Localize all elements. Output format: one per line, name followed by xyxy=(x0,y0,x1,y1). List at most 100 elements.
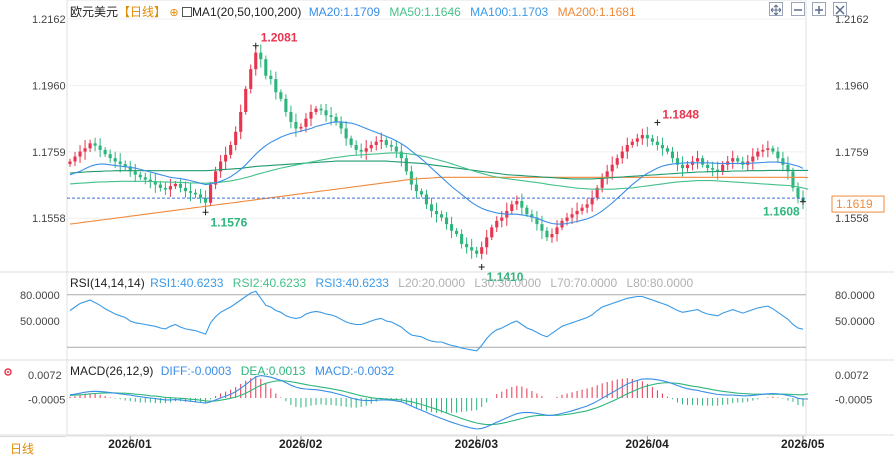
candle-body xyxy=(555,227,559,235)
ma200-value: MA200:1.1681 xyxy=(557,5,636,19)
extreme-label: 1.1848 xyxy=(662,108,699,122)
candle-body xyxy=(68,161,72,165)
candle-body xyxy=(319,108,323,111)
candle-body xyxy=(289,112,293,122)
candle-body xyxy=(490,227,494,238)
candle-body xyxy=(580,207,584,211)
candle-body xyxy=(520,201,524,208)
macd-header: MACD(26,12,9) DIFF:-0.0003 DEA:0.0013 MA… xyxy=(70,364,394,378)
candle-body xyxy=(645,135,649,139)
candle-body xyxy=(721,164,725,172)
period-tab-label: 日线 xyxy=(10,442,35,456)
ma-label: MA1(20,50,100,200) xyxy=(191,5,302,19)
indicator-settings-icon[interactable] xyxy=(3,364,13,376)
ma20-line xyxy=(69,121,804,225)
candle-body xyxy=(439,214,444,218)
candle-body xyxy=(329,115,333,117)
candle-body xyxy=(224,154,228,162)
candle-body xyxy=(304,118,308,127)
candle-body xyxy=(158,184,162,188)
candle-body xyxy=(118,161,122,165)
candle-body xyxy=(294,121,298,129)
candle-body xyxy=(696,158,700,162)
candle-body xyxy=(103,149,107,155)
candle-body xyxy=(153,181,157,185)
candle-body xyxy=(419,191,423,195)
l80-value: L80:80.0000 xyxy=(626,276,694,290)
candle-body xyxy=(791,171,795,188)
candle-body xyxy=(680,164,685,169)
candle-body xyxy=(665,148,670,152)
candle-body xyxy=(429,204,434,211)
candle-body xyxy=(198,194,203,198)
candle-body xyxy=(399,151,403,159)
candle-body xyxy=(485,237,489,248)
candle-body xyxy=(500,217,504,221)
candle-body xyxy=(685,164,690,169)
candle-body xyxy=(73,156,77,162)
extreme-label: 1.2081 xyxy=(261,31,298,45)
candle-body xyxy=(203,197,208,203)
candle-body xyxy=(339,121,343,129)
price-axis-right-label: 1.1960 xyxy=(835,81,869,93)
candle-body xyxy=(731,158,735,162)
candle-body xyxy=(480,247,484,254)
zoom-out-icon[interactable] xyxy=(791,2,805,16)
candle-body xyxy=(389,144,393,147)
candle-body xyxy=(138,174,142,178)
candle-body xyxy=(214,171,218,185)
candle-body xyxy=(640,135,644,139)
candle-body xyxy=(590,197,594,205)
candle-body xyxy=(771,148,775,152)
price-axis-left-label: 1.2162 xyxy=(32,14,66,26)
close-icon[interactable] xyxy=(833,2,847,16)
price-axis-right-label: 1.1558 xyxy=(835,213,869,225)
candle-body xyxy=(259,52,263,60)
candle-body xyxy=(655,141,659,145)
rsi1-value: RSI1:40.6233 xyxy=(150,276,224,290)
zoom-in-icon[interactable] xyxy=(812,2,826,16)
macd-diff-line xyxy=(69,375,808,430)
x-axis-label: 2026/05 xyxy=(781,437,825,451)
ma100-value: MA100:1.1703 xyxy=(470,5,549,19)
candle-body xyxy=(108,154,112,159)
candle-body xyxy=(530,214,534,218)
price-axis-left-label: 1.1759 xyxy=(32,147,66,159)
period-tag[interactable]: 【日线】 xyxy=(118,5,167,19)
candle-body xyxy=(660,144,664,149)
rsi-label: RSI(14,14,14) xyxy=(70,276,145,290)
settings-icon[interactable]: ⊕ xyxy=(169,7,179,19)
candle-body xyxy=(450,224,454,231)
candle-body xyxy=(193,192,198,195)
candle-body xyxy=(455,230,459,235)
ma20-value: MA20:1.1709 xyxy=(308,5,381,19)
candle-body xyxy=(434,210,439,215)
candle-body xyxy=(173,183,177,187)
rsi-axis-left-label: 50.0000 xyxy=(20,316,60,328)
candle-body xyxy=(279,92,283,99)
period-tab[interactable]: 日线 xyxy=(0,436,66,457)
candle-body xyxy=(615,158,619,165)
candle-body xyxy=(545,230,549,238)
candle-body xyxy=(374,141,378,145)
candle-body xyxy=(148,179,152,182)
candle-body xyxy=(183,187,188,192)
candle-body xyxy=(465,243,469,248)
ma-toggle-icon[interactable] xyxy=(181,7,192,17)
candle-body xyxy=(409,171,413,185)
candle-body xyxy=(344,128,348,139)
rsi-axis-right-label: 50.0000 xyxy=(835,316,875,328)
l30-value: L30:30.0000 xyxy=(474,276,542,290)
price-axis-left-label: 1.1960 xyxy=(32,81,66,93)
candle-body xyxy=(188,191,193,193)
move-icon[interactable] xyxy=(769,2,783,16)
candle-body xyxy=(264,59,268,76)
candle-body xyxy=(605,171,609,178)
candle-body xyxy=(585,204,589,208)
x-axis-label: 2026/02 xyxy=(279,437,323,451)
x-axis-label: 2026/01 xyxy=(108,437,152,451)
rsi-line xyxy=(69,290,804,352)
candle-body xyxy=(384,140,388,145)
candle-body xyxy=(234,131,238,145)
